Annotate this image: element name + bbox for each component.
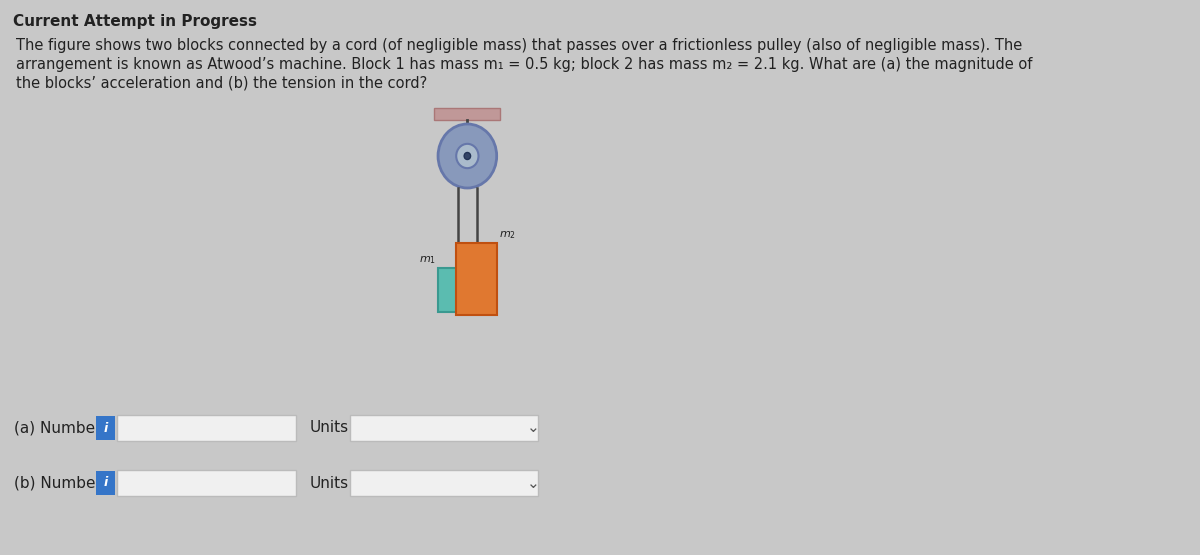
Circle shape <box>438 124 497 188</box>
Circle shape <box>456 144 479 168</box>
Text: arrangement is known as Atwood’s machine. Block 1 has mass m₁ = 0.5 kg; block 2 : arrangement is known as Atwood’s machine… <box>17 57 1033 72</box>
FancyBboxPatch shape <box>434 108 500 120</box>
FancyBboxPatch shape <box>96 416 114 440</box>
Text: i: i <box>103 421 108 435</box>
Text: Units: Units <box>310 476 349 491</box>
Circle shape <box>464 153 470 159</box>
Text: ⌄: ⌄ <box>527 421 540 436</box>
Text: $m_2$: $m_2$ <box>498 229 516 241</box>
FancyBboxPatch shape <box>350 470 538 496</box>
Text: Current Attempt in Progress: Current Attempt in Progress <box>13 14 257 29</box>
FancyBboxPatch shape <box>118 415 296 441</box>
FancyBboxPatch shape <box>456 243 497 315</box>
Text: i: i <box>103 477 108 490</box>
Text: $m_1$: $m_1$ <box>419 254 437 266</box>
FancyBboxPatch shape <box>350 415 538 441</box>
FancyBboxPatch shape <box>438 268 479 312</box>
FancyBboxPatch shape <box>96 471 114 495</box>
Text: (b) Number: (b) Number <box>13 476 102 491</box>
Text: The figure shows two blocks connected by a cord (of negligible mass) that passes: The figure shows two blocks connected by… <box>17 38 1022 53</box>
Text: the blocks’ acceleration and (b) the tension in the cord?: the blocks’ acceleration and (b) the ten… <box>17 76 427 91</box>
Text: ⌄: ⌄ <box>527 476 540 491</box>
Text: Units: Units <box>310 421 349 436</box>
Text: (a) Number: (a) Number <box>13 421 101 436</box>
FancyBboxPatch shape <box>118 470 296 496</box>
